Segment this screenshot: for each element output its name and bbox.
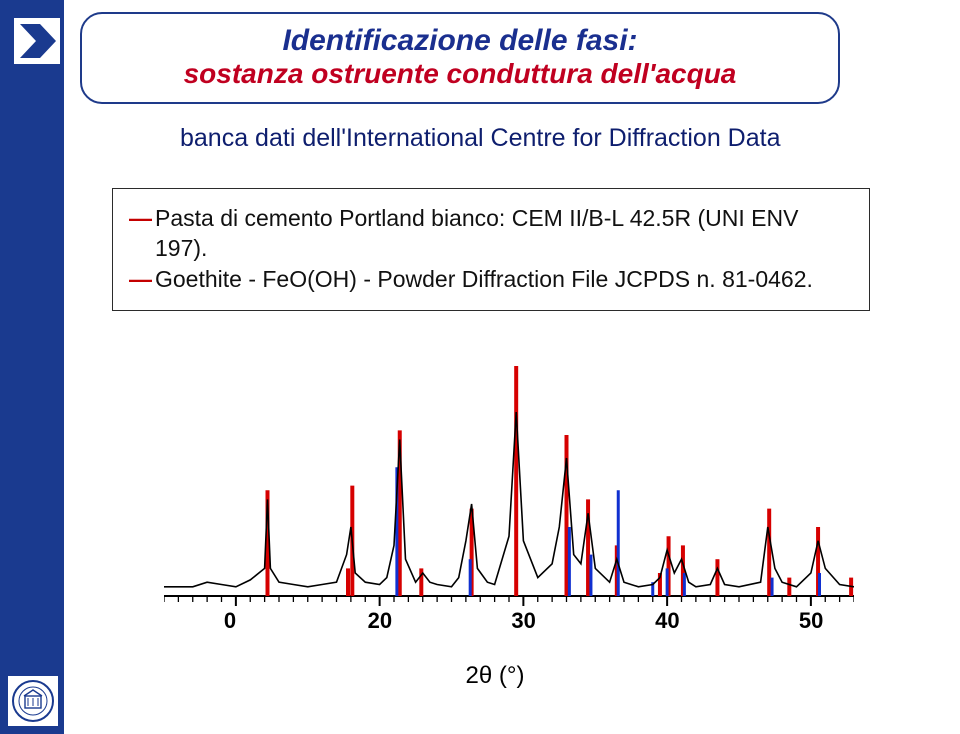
sidebar-stripe	[0, 0, 64, 734]
dash-icon: ―	[129, 203, 155, 264]
university-seal-icon	[6, 674, 60, 728]
arrow-badge-icon	[14, 18, 60, 64]
x-axis-label: 2θ (°)	[116, 662, 874, 690]
dash-icon: ―	[129, 264, 155, 294]
list-item: ― Goethite - FeO(OH) - Powder Diffractio…	[129, 264, 853, 294]
x-tick-label: 0	[224, 608, 236, 634]
subhead-text: banca dati dell'International Centre for…	[180, 124, 781, 153]
diffraction-chart: 0 20 30 40 50 2θ (°)	[116, 360, 874, 690]
list-item-text: Pasta di cemento Portland bianco: CEM II…	[155, 203, 853, 264]
x-tick-label: 40	[655, 608, 679, 634]
title-line-2: sostanza ostruente conduttura dell'acqua	[106, 58, 814, 90]
title-box: Identificazione delle fasi: sostanza ost…	[80, 12, 840, 104]
x-tick-label: 20	[368, 608, 392, 634]
x-tick-label: 50	[799, 608, 823, 634]
list-item-text: Goethite - FeO(OH) - Powder Diffraction …	[155, 264, 853, 294]
x-tick-label: 30	[511, 608, 535, 634]
reference-list: ― Pasta di cemento Portland bianco: CEM …	[112, 188, 870, 311]
chart-svg	[164, 360, 854, 620]
list-item: ― Pasta di cemento Portland bianco: CEM …	[129, 203, 853, 264]
title-line-1: Identificazione delle fasi:	[106, 24, 814, 58]
